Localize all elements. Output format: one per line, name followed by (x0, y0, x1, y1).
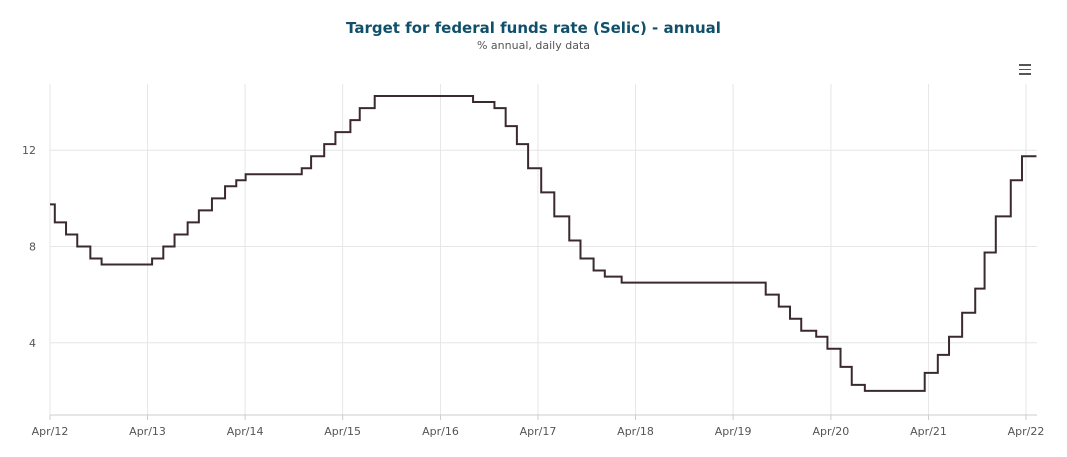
y-tick-label: 8 (29, 240, 36, 253)
x-tick-label: Apr/22 (1008, 425, 1045, 438)
x-tick-label: Apr/14 (227, 425, 264, 438)
x-tick-label: Apr/17 (520, 425, 557, 438)
x-tick-label: Apr/19 (715, 425, 752, 438)
y-tick-label: 12 (22, 144, 36, 157)
x-tick-label: Apr/18 (617, 425, 654, 438)
grid-lines (49, 84, 1037, 415)
x-tick-label: Apr/12 (32, 425, 69, 438)
axes (49, 84, 1037, 420)
selic-series-line (50, 95, 1037, 392)
y-tick-label: 4 (29, 337, 36, 350)
hamburger-menu-icon[interactable] (1014, 60, 1036, 78)
x-tick-label: Apr/16 (422, 425, 459, 438)
x-tick-label: Apr/20 (813, 425, 850, 438)
x-tick-label: Apr/13 (129, 425, 166, 438)
chart-title: Target for federal funds rate (Selic) - … (346, 19, 721, 37)
x-tick-label: Apr/15 (324, 425, 361, 438)
chart-subtitle: % annual, daily data (476, 39, 590, 52)
tick-labels: Apr/12 Apr/13 Apr/14 Apr/15 Apr/16 Apr/17 Apr/… (22, 144, 1044, 438)
series-layer (50, 95, 1037, 392)
x-tick-label: Apr/21 (910, 425, 947, 438)
